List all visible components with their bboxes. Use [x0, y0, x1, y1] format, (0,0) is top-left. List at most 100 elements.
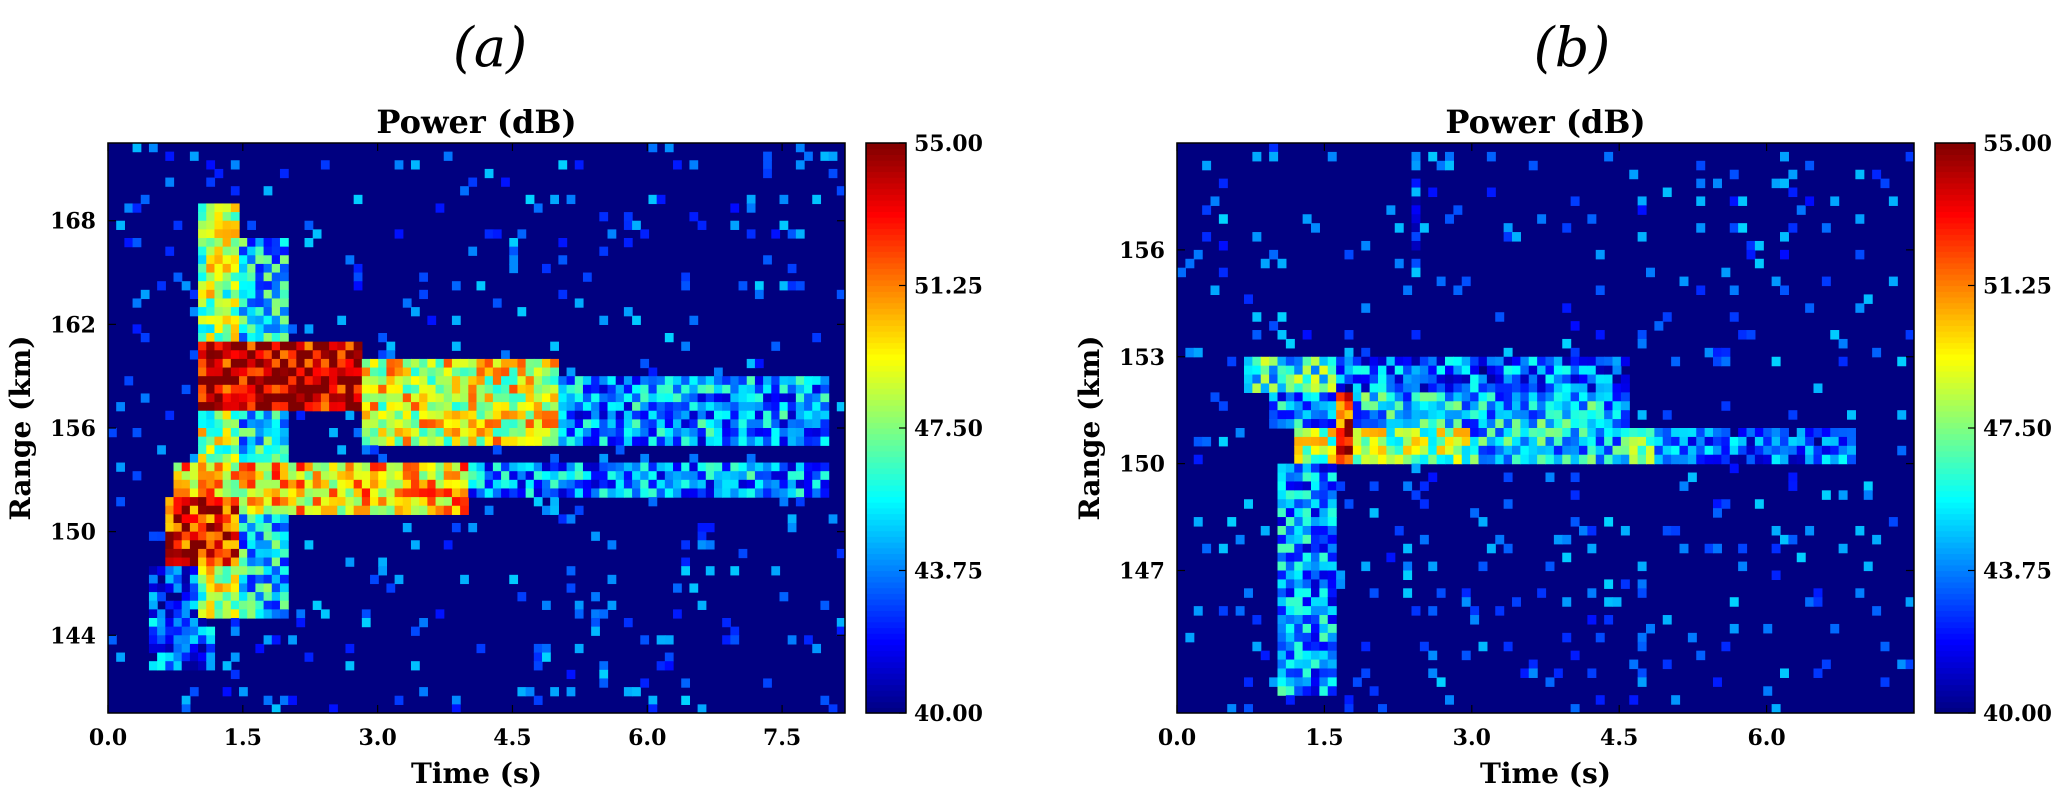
heatmap-cell: [443, 479, 453, 490]
colorbar-band: [1935, 428, 1975, 435]
heatmap-cell: [255, 255, 265, 265]
heatmap-cell: [1210, 196, 1220, 206]
heatmap-cell: [550, 436, 559, 446]
heatmap-cell: [517, 419, 527, 429]
heatmap-cell: [599, 419, 609, 429]
heatmap-cell: [1629, 454, 1639, 465]
heatmap-cell: [1344, 356, 1354, 367]
heatmap-cell: [386, 419, 396, 429]
heatmap-cell: [451, 419, 461, 429]
heatmap-cell: [206, 384, 216, 395]
heatmap-cell: [312, 479, 322, 490]
heatmap-cell: [181, 661, 191, 671]
heatmap-cell: [1336, 374, 1346, 385]
heatmap-cell: [623, 436, 633, 446]
heatmap-cell: [763, 479, 772, 490]
heatmap-cell: [812, 419, 822, 429]
heatmap-cell: [566, 479, 576, 490]
heatmap-cell: [1252, 383, 1262, 393]
heatmap-cell: [1570, 347, 1580, 358]
heatmap-cell: [763, 376, 772, 386]
heatmap-cell: [812, 393, 822, 403]
heatmap-cell: [279, 384, 289, 395]
heatmap-cell: [1352, 383, 1362, 393]
heatmap-cell: [222, 341, 232, 351]
heatmap-cell: [1579, 365, 1588, 376]
heatmap-cell: [419, 505, 428, 515]
heatmap-cell: [1352, 677, 1362, 687]
heatmap-cell: [1486, 436, 1496, 447]
heatmap-cell: [517, 229, 527, 239]
heatmap-cell: [214, 358, 224, 369]
heatmap-cell: [1285, 597, 1295, 607]
heatmap-cell: [247, 289, 256, 300]
heatmap-cell: [1277, 552, 1287, 563]
heatmap-cell: [1486, 374, 1496, 385]
heatmap-cell: [1319, 410, 1329, 420]
heatmap-cell: [239, 367, 248, 377]
heatmap-cell: [239, 263, 248, 274]
heatmap-cell: [591, 393, 600, 403]
colorbar-band: [866, 627, 906, 634]
heatmap-cell: [730, 462, 740, 472]
heatmap-cell: [255, 548, 265, 559]
heatmap-cell: [279, 263, 289, 274]
heatmap-cell: [1453, 392, 1463, 402]
heatmap-cell: [1361, 401, 1371, 411]
heatmap-cell: [820, 384, 830, 395]
heatmap-cell: [206, 548, 216, 559]
heatmap-cell: [279, 315, 289, 325]
heatmap-cell: [1838, 338, 1848, 349]
heatmap-cell: [591, 471, 600, 481]
heatmap-cell: [222, 324, 232, 334]
heatmap-cell: [566, 462, 576, 472]
heatmap-cell: [1729, 223, 1739, 233]
heatmap-cell: [1319, 356, 1329, 367]
heatmap-cell: [263, 298, 273, 308]
heatmap-cell: [1579, 428, 1588, 438]
heatmap-cell: [1294, 499, 1304, 509]
heatmap-cell: [501, 436, 510, 446]
heatmap-cell: [664, 402, 674, 412]
heatmap-cell: [402, 402, 412, 412]
heatmap-cell: [304, 488, 314, 498]
heatmap-cell: [795, 410, 805, 420]
heatmap-cell: [533, 402, 543, 412]
heatmap-cell: [1553, 401, 1563, 411]
heatmap-cell: [607, 428, 617, 438]
heatmap-cell: [206, 229, 216, 239]
heatmap-cell: [501, 410, 510, 420]
heatmap-cell: [320, 350, 330, 360]
heatmap-cell: [623, 212, 633, 222]
heatmap-cell: [574, 428, 584, 438]
heatmap-cell: [501, 419, 510, 429]
heatmap-cell: [722, 376, 731, 386]
heatmap-cell: [419, 436, 428, 446]
heatmap-cell: [1687, 632, 1697, 643]
colorbar-band: [866, 456, 906, 463]
heatmap-cell: [1445, 428, 1454, 438]
heatmap-cell: [329, 350, 338, 360]
colorbar-band: [1935, 177, 1975, 184]
heatmap-cell: [1218, 401, 1228, 411]
heatmap-cell: [1327, 579, 1337, 589]
heatmap-cell: [1805, 196, 1815, 206]
heatmap-cell: [812, 479, 822, 490]
heatmap-cell: [763, 393, 772, 403]
heatmap-cell: [664, 635, 674, 645]
heatmap-cell: [1294, 508, 1304, 518]
heatmap-cell: [288, 367, 297, 377]
heatmap-cell: [320, 497, 330, 507]
heatmap-cell: [1269, 151, 1279, 162]
heatmap-cell: [1302, 401, 1312, 411]
heatmap-cell: [271, 557, 281, 567]
heatmap-cell: [558, 514, 568, 524]
colorbar-band: [1935, 285, 1975, 292]
heatmap-cell: [1327, 677, 1337, 687]
heatmap-cell: [1277, 623, 1287, 634]
y-axis-label: Range (km): [1073, 335, 1106, 520]
heatmap-cell: [656, 194, 666, 205]
heatmap-cell: [181, 557, 191, 567]
heatmap-cell: [1327, 534, 1337, 545]
heatmap-cell: [558, 289, 568, 300]
